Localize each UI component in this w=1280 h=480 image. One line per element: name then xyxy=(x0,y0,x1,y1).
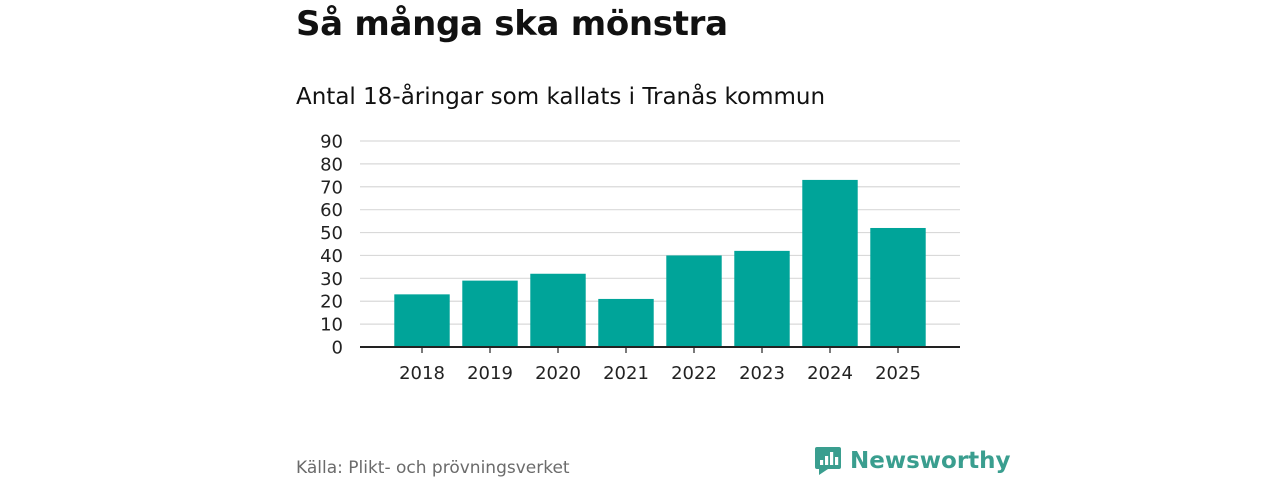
x-tick-label: 2023 xyxy=(739,363,785,384)
bar-2019 xyxy=(462,280,518,347)
brand-logo[interactable]: Newsworthy xyxy=(814,446,1011,476)
y-tick-label: 20 xyxy=(320,292,343,313)
chart-title: Så många ska mönstra xyxy=(296,4,728,44)
bar-2021 xyxy=(598,298,654,347)
brand-name: Newsworthy xyxy=(850,448,1011,474)
source-note: Källa: Plikt- och prövningsverket xyxy=(296,458,570,478)
y-tick-label: 40 xyxy=(320,246,343,267)
bar-2023 xyxy=(734,250,790,347)
x-tick-label: 2019 xyxy=(467,363,513,384)
y-tick-label: 70 xyxy=(320,177,343,198)
bar-2025 xyxy=(870,227,926,347)
newsworthy-logo-icon xyxy=(815,447,841,475)
y-tick-label: 10 xyxy=(320,315,343,336)
gridlines xyxy=(360,140,960,325)
x-axis-ticks: 2018 2019 2020 2021 2022 2023 2024 2025 xyxy=(399,347,921,384)
bar-2022 xyxy=(666,255,722,347)
x-tick-label: 2022 xyxy=(671,363,717,384)
x-tick-label: 2021 xyxy=(603,363,649,384)
bar-2020 xyxy=(530,273,586,347)
y-tick-label: 0 xyxy=(332,338,343,359)
x-tick-label: 2018 xyxy=(399,363,445,384)
y-tick-label: 30 xyxy=(320,269,343,290)
x-tick-label: 2025 xyxy=(875,363,921,384)
x-tick-label: 2020 xyxy=(535,363,581,384)
y-tick-label: 90 xyxy=(320,132,343,153)
y-tick-label: 60 xyxy=(320,200,343,221)
bars xyxy=(394,179,926,347)
chart-subtitle: Antal 18-åringar som kallats i Tranås ko… xyxy=(296,84,826,110)
x-tick-label: 2024 xyxy=(807,363,853,384)
bar-2018 xyxy=(394,294,450,347)
y-tick-label: 50 xyxy=(320,223,343,244)
bar-2024 xyxy=(802,179,858,347)
y-tick-label: 80 xyxy=(320,154,343,175)
